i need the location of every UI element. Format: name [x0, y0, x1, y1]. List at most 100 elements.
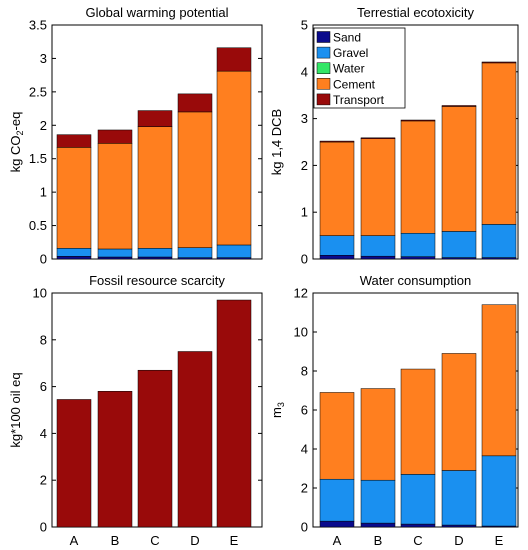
y-tick-label: 3.5 — [29, 18, 47, 33]
bar-segment-transport-b — [97, 129, 133, 144]
bar-segment-cement-c — [137, 126, 173, 249]
bar-segment-cement-e — [216, 70, 252, 246]
bar-segment-transport-a — [56, 134, 92, 148]
bar-segment-gravel-e — [481, 224, 517, 258]
bar-segment-transport-b — [360, 137, 396, 139]
bar-segment-sand-a — [56, 256, 92, 260]
legend-swatch-transport — [316, 93, 331, 106]
bar-segment-gravel-c — [400, 474, 436, 525]
bar-segment-transport-a — [56, 399, 92, 528]
y-tick-label: 10 — [33, 286, 47, 301]
y-axis-label: m3 — [269, 402, 286, 418]
y-axis-label: kg 1,4 DCB — [269, 109, 284, 175]
bar-segment-gravel-d — [441, 470, 477, 526]
y-axis-label: kg CO2-eq — [8, 112, 25, 173]
bar-segment-cement-d — [177, 111, 213, 248]
bar-segment-sand-b — [97, 256, 133, 260]
bar-segment-gravel-b — [360, 235, 396, 257]
chart-title: Fossil resource scarcity — [89, 273, 225, 288]
y-tick-label: 2 — [301, 481, 308, 496]
bar-segment-cement-b — [360, 138, 396, 236]
y-tick-label: 3 — [301, 111, 308, 126]
y-tick-label: 6 — [301, 403, 308, 418]
chart-panel-4: Water consumption 0 2 4 6 8 10 12 m3 A B C D E — [269, 273, 519, 548]
y-tick-label: 1 — [40, 185, 47, 200]
y-tick-label: 2 — [40, 473, 47, 488]
bar-segment-transport-c — [400, 119, 436, 122]
bar-segment-cement-a — [319, 392, 355, 480]
chart-title: Water consumption — [360, 273, 472, 288]
legend-label-transport: Transport — [333, 93, 385, 107]
x-tick-label: D — [454, 533, 463, 548]
y-tick-label: 0.5 — [29, 218, 47, 233]
bar-segment-gravel-e — [481, 455, 517, 527]
y-tick-label: 6 — [40, 379, 47, 394]
bar-segment-transport-c — [137, 369, 173, 528]
legend-label-gravel: Gravel — [333, 46, 368, 60]
bar-segment-cement-c — [400, 368, 436, 475]
chart-title: Terrestial ecotoxicity — [357, 5, 475, 20]
legend-swatch-water — [316, 62, 331, 74]
legend-swatch-gravel — [316, 46, 331, 59]
bar-segment-transport-b — [97, 391, 133, 528]
legend-label-cement: Cement — [333, 77, 376, 91]
legend-swatch-cement — [316, 78, 331, 90]
x-tick-label: C — [150, 533, 159, 548]
bar-segment-cement-d — [441, 106, 477, 232]
y-tick-label: 1 — [301, 205, 308, 220]
bar-segment-sand-c — [400, 523, 436, 528]
x-tick-label: B — [111, 533, 120, 548]
bar-segment-cement-b — [360, 388, 396, 481]
legend-swatch-sand — [316, 31, 331, 43]
y-tick-label: 4 — [301, 442, 308, 457]
bar-segment-gravel-b — [97, 248, 133, 258]
bar-segment-sand-a — [319, 520, 355, 528]
x-tick-label: E — [230, 533, 239, 548]
bar-segment-transport-d — [441, 105, 477, 107]
y-tick-label: 10 — [294, 325, 308, 340]
x-tick-label: B — [374, 533, 383, 548]
bar-segment-cement-a — [56, 147, 92, 249]
x-tick-label: E — [495, 533, 504, 548]
bar-segment-cement-e — [481, 62, 517, 225]
y-tick-label: 0 — [40, 520, 47, 535]
legend-label-sand: Sand — [333, 31, 361, 45]
bar-segment-transport-d — [177, 351, 213, 528]
y-tick-label: 0 — [301, 252, 308, 267]
bar-segment-sand-c — [137, 256, 173, 260]
y-tick-label: 2 — [40, 118, 47, 133]
x-tick-label: A — [70, 533, 79, 548]
bar-segment-gravel-d — [441, 231, 477, 258]
chart-panel-2: Terrestial ecotoxicity 0 1 2 3 4 5 kg 1,4 DCB Sa… — [269, 5, 519, 267]
y-tick-label: 4 — [301, 64, 308, 79]
bar-segment-cement-a — [319, 141, 355, 236]
y-tick-label: 0 — [301, 520, 308, 535]
bar-segment-sand-b — [360, 255, 396, 260]
x-tick-label: A — [333, 533, 342, 548]
bar-segment-gravel-c — [137, 248, 173, 258]
y-axis-label: kg*100 oil eq — [8, 372, 23, 447]
chart-panel-3: Fossil resource scarcity 0 2 4 6 8 10 kg*100 oi… — [8, 273, 263, 548]
bar-segment-gravel-c — [400, 233, 436, 257]
y-tick-label: 4 — [40, 426, 47, 441]
y-tick-label: 3 — [40, 51, 47, 66]
bar-segment-gravel-a — [319, 478, 355, 522]
bar-segment-gravel-e — [216, 244, 252, 258]
legend-label-water: Water — [333, 62, 365, 76]
bar-segment-transport-e — [216, 47, 252, 72]
bar-segment-transport-c — [137, 110, 173, 127]
y-tick-label: 2 — [301, 158, 308, 173]
bar-segment-cement-e — [481, 304, 517, 457]
bar-segment-transport-e — [481, 61, 517, 64]
y-tick-label: 0 — [40, 252, 47, 267]
y-tick-label: 8 — [301, 364, 308, 379]
y-tick-label: 5 — [301, 18, 308, 33]
y-tick-label: 1.5 — [29, 151, 47, 166]
bar-segment-gravel-a — [56, 248, 92, 257]
y-tick-label: 2.5 — [29, 84, 47, 99]
bar-segment-transport-e — [216, 299, 252, 528]
x-tick-label: C — [413, 533, 422, 548]
bar-segment-gravel-b — [360, 479, 396, 524]
